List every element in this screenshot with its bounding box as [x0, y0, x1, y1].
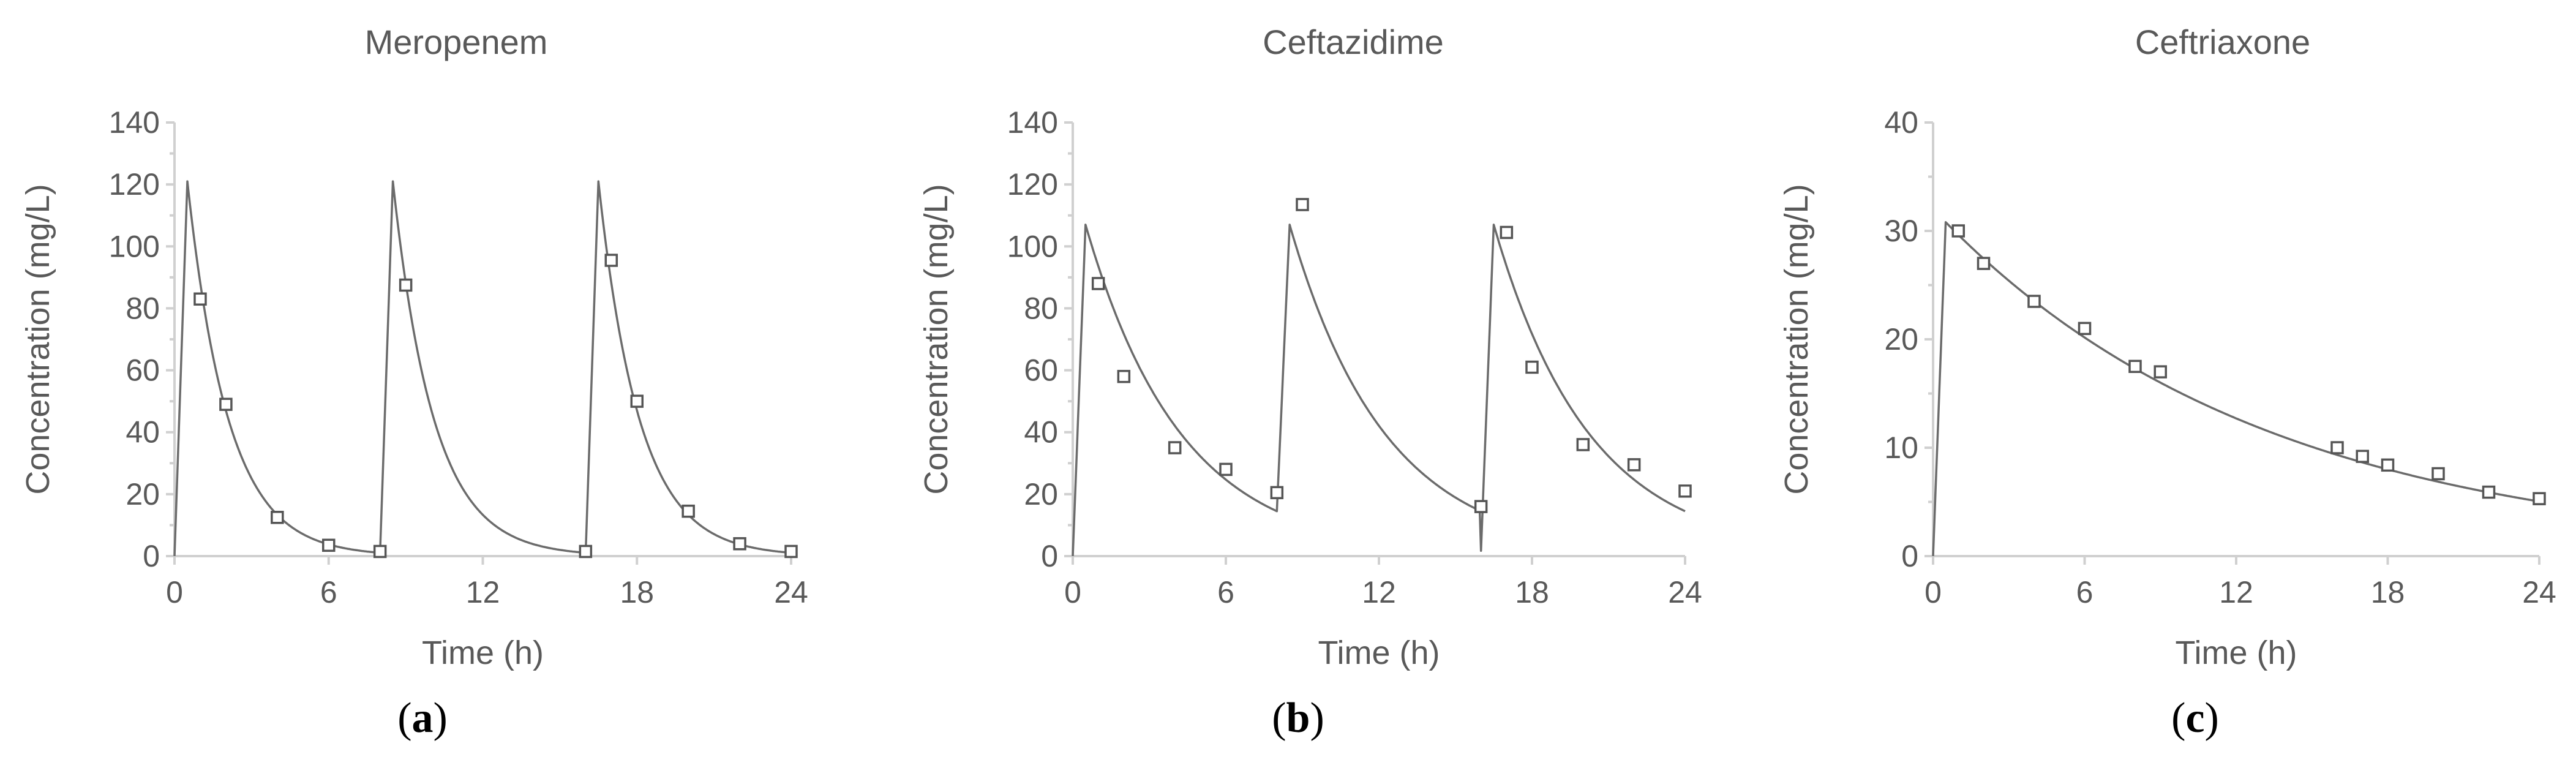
- observed-point: [219, 397, 233, 411]
- observed-point: [2027, 295, 2041, 308]
- observed-point: [2431, 467, 2445, 481]
- y-tick-label: 80: [126, 291, 160, 325]
- observed-point: [2381, 458, 2395, 472]
- x-tick-label: 18: [620, 575, 654, 609]
- y-tick-label: 20: [126, 477, 160, 511]
- observed-point: [1168, 441, 1182, 454]
- model-curve: [1932, 221, 2540, 557]
- x-axis-label: Time (h): [422, 635, 544, 671]
- observed-point: [2356, 450, 2369, 463]
- observed-point: [1627, 458, 1641, 472]
- x-tick-label: 24: [774, 575, 808, 609]
- observed-point: [1951, 224, 1965, 238]
- x-tick-label: 12: [466, 575, 500, 609]
- x-tick-label: 12: [1362, 575, 1396, 609]
- observed-point: [1296, 198, 1309, 211]
- observed-point: [322, 538, 336, 552]
- x-axis-label: Time (h): [1318, 635, 1440, 671]
- observed-point: [1091, 277, 1105, 290]
- y-tick-label: 100: [109, 229, 160, 263]
- observed-point: [1270, 486, 1284, 500]
- observed-point: [630, 394, 644, 408]
- y-tick-label: 60: [1024, 353, 1058, 388]
- observed-point: [1525, 360, 1539, 374]
- observed-point: [733, 537, 746, 551]
- observed-point: [373, 544, 387, 559]
- y-axis-label: Concentration (mg/L): [20, 184, 56, 494]
- x-tick-label: 0: [166, 575, 183, 609]
- y-tick-label: 0: [143, 539, 160, 573]
- y-tick-label: 40: [1884, 105, 1918, 140]
- chart-title: Meropenem: [365, 23, 548, 61]
- y-tick-label: 20: [1884, 322, 1918, 356]
- model-curve: [173, 180, 792, 557]
- observed-point: [2128, 360, 2142, 373]
- observed-point: [271, 511, 284, 524]
- x-tick-label: 6: [1217, 575, 1234, 609]
- observed-point: [604, 254, 618, 267]
- y-tick-label: 60: [126, 353, 160, 388]
- observed-point: [2533, 492, 2546, 505]
- x-tick-label: 24: [1668, 575, 1702, 609]
- y-tick-label: 10: [1884, 431, 1918, 465]
- observed-point: [579, 544, 593, 559]
- observed-point: [1219, 462, 1233, 476]
- y-tick-label: 120: [1007, 167, 1058, 201]
- y-tick-label: 140: [1007, 105, 1058, 140]
- panel-caption-letter: b: [1286, 695, 1310, 742]
- observed-point: [2330, 441, 2344, 454]
- observed-point: [1500, 225, 1514, 239]
- x-tick-label: 24: [2522, 575, 2556, 609]
- x-axis-label: Time (h): [2176, 635, 2297, 671]
- model-curve: [1072, 224, 1686, 557]
- chart-title: Ceftriaxone: [2135, 23, 2310, 61]
- observed-point: [1474, 500, 1488, 513]
- y-tick-label: 120: [109, 167, 160, 201]
- panel-c: Ceftriaxone 0 10 20 30 40 0 6 12 18 24 Time (h) Conc…: [1778, 23, 2556, 742]
- x-tick-label: 12: [2219, 575, 2253, 609]
- x-tick-label: 6: [2076, 575, 2093, 609]
- observed-point: [1117, 369, 1131, 383]
- x-tick-label: 0: [1924, 575, 1942, 609]
- observed-point: [399, 278, 413, 292]
- x-tick-label: 18: [2371, 575, 2405, 609]
- y-tick-label: 80: [1024, 291, 1058, 325]
- y-tick-label: 40: [1024, 415, 1058, 450]
- observed-point: [784, 544, 798, 559]
- observed-point: [1977, 257, 1991, 270]
- observed-point: [2078, 322, 2092, 336]
- y-axis-label: Concentration (mg/L): [918, 184, 955, 494]
- y-tick-label: 40: [126, 415, 160, 450]
- observed-point: [193, 292, 207, 306]
- panel-caption: (c): [2171, 695, 2219, 742]
- y-tick-label: 30: [1884, 214, 1918, 248]
- panel-caption: (a): [397, 695, 448, 742]
- observed-point: [1678, 484, 1692, 498]
- panel-caption-letter: a: [412, 695, 434, 742]
- x-tick-label: 0: [1064, 575, 1081, 609]
- x-tick-label: 18: [1515, 575, 1549, 609]
- panel-a: Meropenem 0 20 40 60 80 100 120 140 0 6 12 18 24 Time …: [20, 23, 808, 742]
- y-tick-label: 100: [1007, 229, 1058, 263]
- panel-caption: (b): [1272, 695, 1324, 742]
- chart-title: Ceftazidime: [1263, 23, 1444, 61]
- observed-point: [2154, 365, 2167, 378]
- y-tick-label: 0: [1901, 539, 1918, 573]
- panel-b: Ceftazidime 0 20 40 60 80 100 120 140 0 6 12 18 24 Tim…: [918, 23, 1702, 742]
- y-tick-label: 0: [1041, 539, 1058, 573]
- y-tick-label: 20: [1024, 477, 1058, 511]
- x-tick-label: 6: [320, 575, 337, 609]
- panel-caption-letter: c: [2185, 695, 2204, 742]
- y-tick-label: 140: [109, 105, 160, 140]
- observed-point: [1576, 438, 1590, 451]
- y-axis-label: Concentration (mg/L): [1778, 184, 1815, 494]
- observed-point: [682, 504, 695, 518]
- observed-point: [2482, 485, 2496, 499]
